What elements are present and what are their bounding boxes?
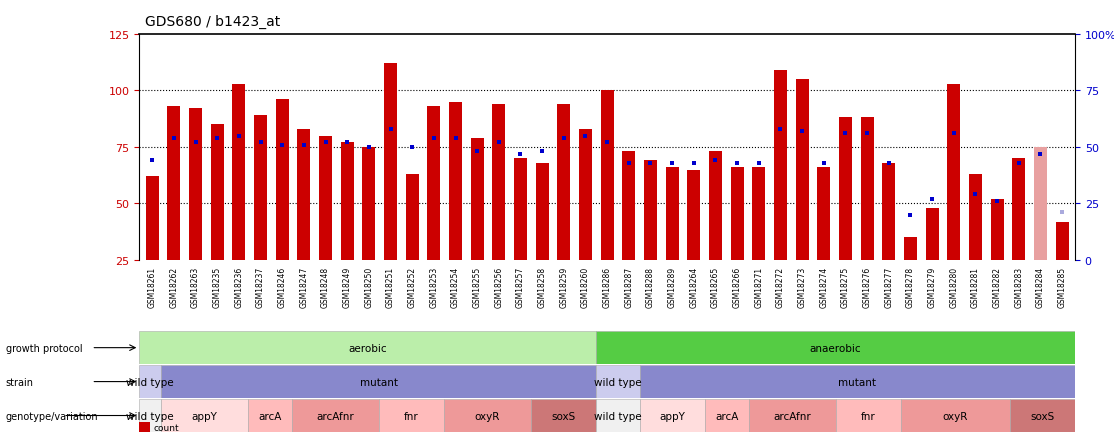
Bar [276,100,289,260]
Bar [709,152,722,260]
Bar [162,365,596,398]
Bar [666,168,678,260]
Bar [536,163,548,260]
Bar [579,129,592,260]
Bar [189,109,202,260]
Bar [731,168,744,260]
Bar [162,399,248,432]
Bar [557,105,570,260]
Text: appY: appY [192,411,217,421]
Bar [947,84,960,260]
Bar [774,71,786,260]
Bar [292,399,379,432]
Bar [901,399,1009,432]
Bar [795,80,809,260]
Bar [836,399,901,432]
Bar [139,332,596,364]
Text: appY: appY [659,411,685,421]
Bar [926,208,939,260]
Bar [233,84,245,260]
Text: wild type: wild type [126,411,174,421]
Bar [903,238,917,260]
Bar [861,118,873,260]
Bar [319,136,332,260]
Text: oxyR: oxyR [475,411,500,421]
Text: anaerobic: anaerobic [810,343,861,353]
Bar [139,365,162,398]
Bar [1009,399,1075,432]
Bar [471,138,483,260]
Bar [990,200,1004,260]
Text: wild type: wild type [594,411,642,421]
Bar [596,332,1075,364]
Bar [514,159,527,260]
Text: mutant: mutant [839,377,877,387]
Text: count: count [154,423,179,432]
Text: soxS: soxS [1030,411,1055,421]
Text: GDS680 / b1423_at: GDS680 / b1423_at [145,15,280,30]
Text: strain: strain [6,377,33,387]
Bar [146,177,159,260]
Bar [248,399,292,432]
Bar [362,148,375,260]
Text: arcAfnr: arcAfnr [773,411,811,421]
Bar [443,399,531,432]
Text: arcA: arcA [258,411,282,421]
Text: fnr: fnr [404,411,419,421]
Bar [211,125,224,260]
Bar [749,399,836,432]
Bar [839,118,852,260]
Bar [139,399,162,432]
Bar [596,399,639,432]
Bar [449,102,462,260]
Bar [639,365,1075,398]
Bar [639,399,705,432]
Bar [1013,159,1025,260]
Bar [384,64,397,260]
Text: aerobic: aerobic [349,343,387,353]
Bar [531,399,596,432]
Text: growth protocol: growth protocol [6,343,82,353]
Bar [705,399,749,432]
Bar [379,399,443,432]
Bar [341,143,354,260]
Bar [492,105,506,260]
Text: fnr: fnr [861,411,876,421]
Bar [297,129,311,260]
Bar [1056,222,1068,260]
Bar [752,168,765,260]
Bar [623,152,635,260]
Bar [882,163,896,260]
Text: oxyR: oxyR [942,411,968,421]
Bar [600,91,614,260]
Text: arcA: arcA [715,411,739,421]
Text: genotype/variation: genotype/variation [6,411,98,421]
Bar [644,161,657,260]
Bar [687,170,701,260]
Bar [405,174,419,260]
Text: wild type: wild type [126,377,174,387]
Bar [254,116,267,260]
Bar [167,107,180,260]
Bar [596,365,639,398]
Text: soxS: soxS [551,411,576,421]
Bar [818,168,830,260]
Bar [428,107,440,260]
Text: mutant: mutant [360,377,398,387]
Bar [969,174,981,260]
Text: wild type: wild type [594,377,642,387]
Bar [1034,148,1047,260]
Text: arcAfnr: arcAfnr [316,411,354,421]
